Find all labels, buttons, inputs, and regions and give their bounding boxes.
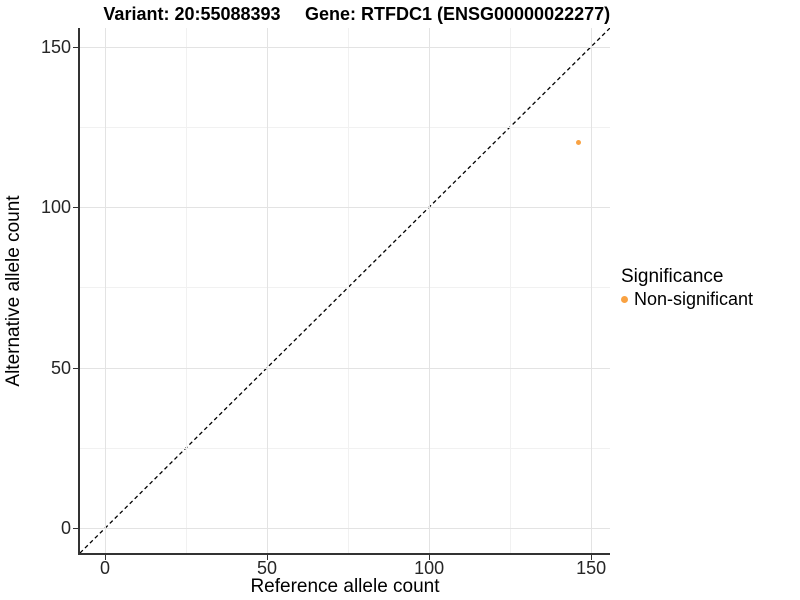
y-tick-label: 0 (60, 518, 71, 539)
gridline-minor-horizontal (80, 448, 610, 449)
x-tick-label: 100 (414, 558, 445, 578)
gridline-major-horizontal (80, 367, 610, 369)
identity-line (80, 28, 610, 553)
plot-panel (80, 28, 610, 553)
x-tick-mark (591, 555, 593, 560)
data-point (575, 140, 581, 146)
gridline-minor-vertical (186, 28, 187, 553)
gridline-major-vertical (104, 28, 106, 553)
x-tick-label: 0 (99, 558, 110, 578)
gridline-major-vertical (267, 28, 269, 553)
x-tick-mark (429, 555, 431, 560)
legend-item-label: Non-significant (634, 289, 754, 309)
gridline-minor-horizontal (80, 126, 610, 128)
gridline-minor-horizontal (80, 287, 610, 289)
x-tick-label: 50 (257, 558, 278, 578)
variant-title: Variant: 20:55088393 (103, 4, 281, 24)
legend: Significance Non-significant (621, 266, 753, 309)
x-tick-mark (104, 555, 106, 560)
y-tick-mark (73, 528, 78, 530)
legend-item: Non-significant (621, 289, 753, 309)
y-tick-mark (73, 46, 78, 48)
gridline-major-horizontal (80, 207, 610, 209)
gridline-major-horizontal (80, 46, 610, 48)
y-axis-line (78, 28, 80, 555)
y-tick-mark (73, 207, 78, 209)
x-axis-title: Reference allele count (250, 576, 440, 597)
legend-title: Significance (621, 266, 724, 287)
y-tick-label: 150 (40, 36, 71, 57)
gridline-major-horizontal (80, 528, 610, 530)
gridline-major-vertical (591, 28, 593, 553)
y-tick-mark (73, 367, 78, 369)
gridline-minor-vertical (510, 28, 512, 553)
y-tick-label: 100 (40, 197, 71, 218)
x-tick-mark (267, 555, 269, 560)
x-axis-line (78, 553, 610, 555)
x-tick-label: 150 (576, 558, 607, 578)
gridline-minor-vertical (348, 28, 350, 553)
gridline-major-vertical (429, 28, 431, 553)
gene-title: Gene: RTFDC1 (ENSG00000022277) (305, 4, 611, 24)
y-axis-title: Alternative allele count (3, 195, 24, 387)
legend-key-dot-icon (621, 295, 628, 303)
y-tick-label: 50 (50, 357, 71, 378)
